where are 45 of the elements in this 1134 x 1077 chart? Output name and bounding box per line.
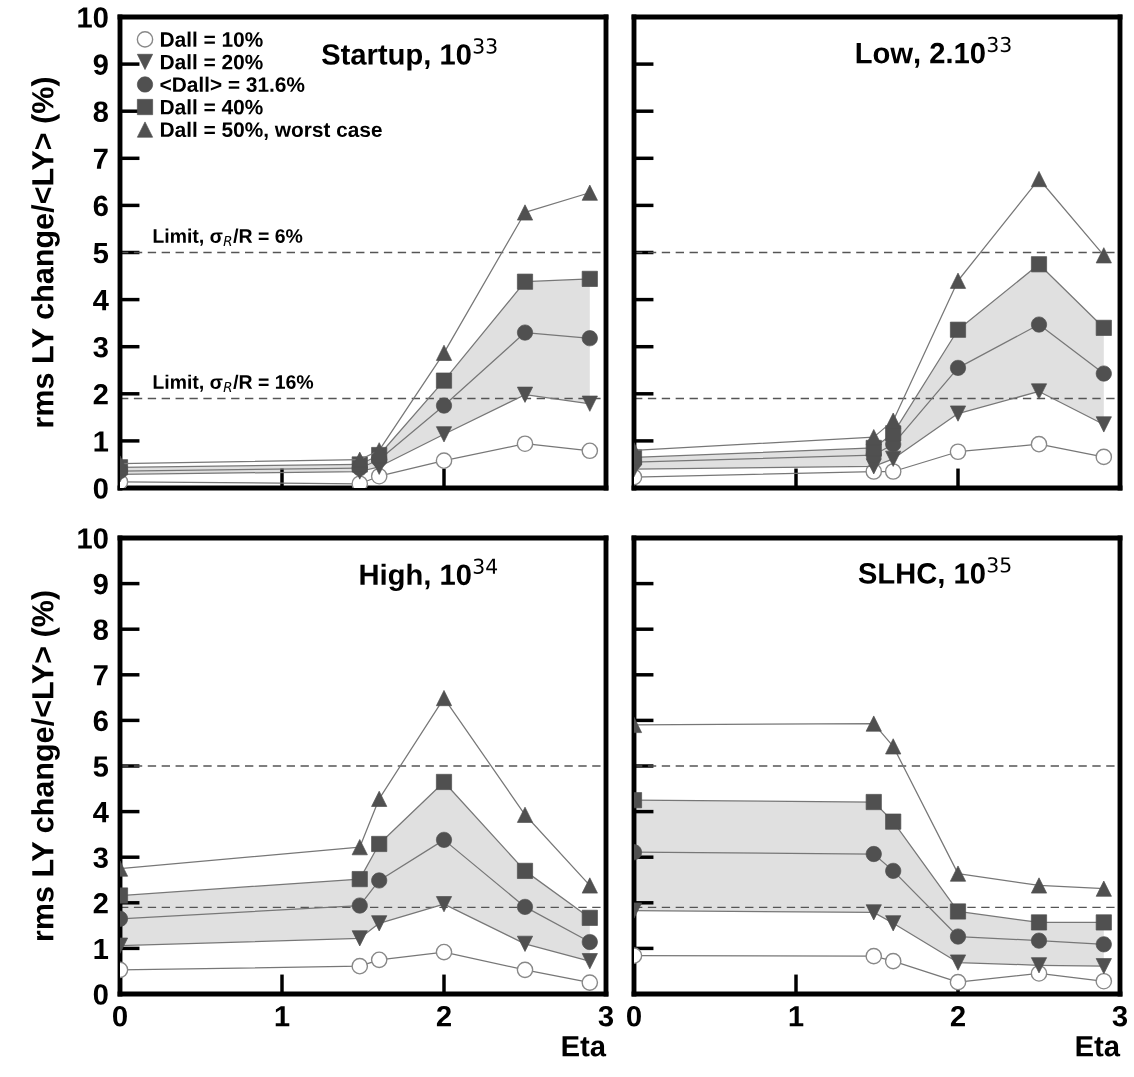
- x-axis-title: Eta: [562, 1036, 607, 1057]
- y-tick-label: 1: [94, 938, 109, 959]
- x-tick-label: 0: [113, 1005, 127, 1027]
- legend-label: Dall = 40%: [160, 99, 263, 115]
- y-axis-title: rms LY change/<LY> (%): [31, 591, 60, 941]
- annotation: Limit, σ$_{R}$/R = 16%: [153, 374, 314, 392]
- y-tick-label: 3: [93, 336, 108, 358]
- y-tick-label: 0: [93, 478, 108, 499]
- y-tick-label: 5: [93, 756, 109, 777]
- legend-label: Dall = 20%: [160, 54, 263, 70]
- y-tick-label: 2: [93, 384, 108, 405]
- legend-label: <Dall> = 31.6%: [160, 76, 305, 93]
- x-tick-label: 2: [950, 1005, 965, 1027]
- y-tick-label: 2: [93, 893, 108, 914]
- annotation: Limit, σ$_{R}$/R = 6%: [153, 228, 303, 246]
- text: SLHC, 10$^{35}$: [858, 557, 1011, 588]
- y-tick-label: 8: [93, 101, 108, 123]
- y-tick-label: 7: [93, 665, 108, 686]
- legend-label: Dall = 50%, worst case: [160, 121, 382, 141]
- text: Low, 2.10$^{33}$: [856, 36, 1011, 68]
- y-tick-label: 6: [93, 195, 108, 217]
- y-tick-label: 10: [78, 7, 108, 28]
- y-tick-label: 8: [93, 619, 108, 641]
- x-tick-label: 3: [598, 1005, 614, 1027]
- x-axis-title: Eta: [1076, 1036, 1121, 1057]
- y-tick-label: 3: [93, 847, 108, 869]
- x-tick-label: 1: [275, 1006, 290, 1027]
- text: High, 10$^{34}$: [360, 558, 498, 592]
- y-tick-label: 7: [93, 148, 108, 169]
- y-tick-label: 5: [93, 243, 109, 264]
- x-tick-label: 2: [436, 1005, 451, 1027]
- x-tick-label: 0: [627, 1005, 641, 1027]
- y-tick-label: 4: [93, 802, 109, 823]
- legend-label: Dall = 10%: [160, 31, 263, 47]
- y-tick-label: 9: [93, 54, 108, 75]
- y-tick-label: 6: [93, 710, 108, 732]
- y-tick-label: 10: [78, 528, 108, 549]
- y-tick-label: 1: [94, 431, 109, 452]
- y-axis-title: rms LY change/<LY> (%): [31, 77, 60, 427]
- x-tick-label: 1: [789, 1006, 804, 1027]
- y-tick-label: 4: [93, 290, 109, 311]
- y-tick-label: 0: [93, 984, 108, 1005]
- text: Startup, 10$^{33}$: [322, 38, 497, 71]
- y-tick-label: 9: [93, 573, 108, 595]
- x-tick-label: 3: [1112, 1005, 1128, 1027]
